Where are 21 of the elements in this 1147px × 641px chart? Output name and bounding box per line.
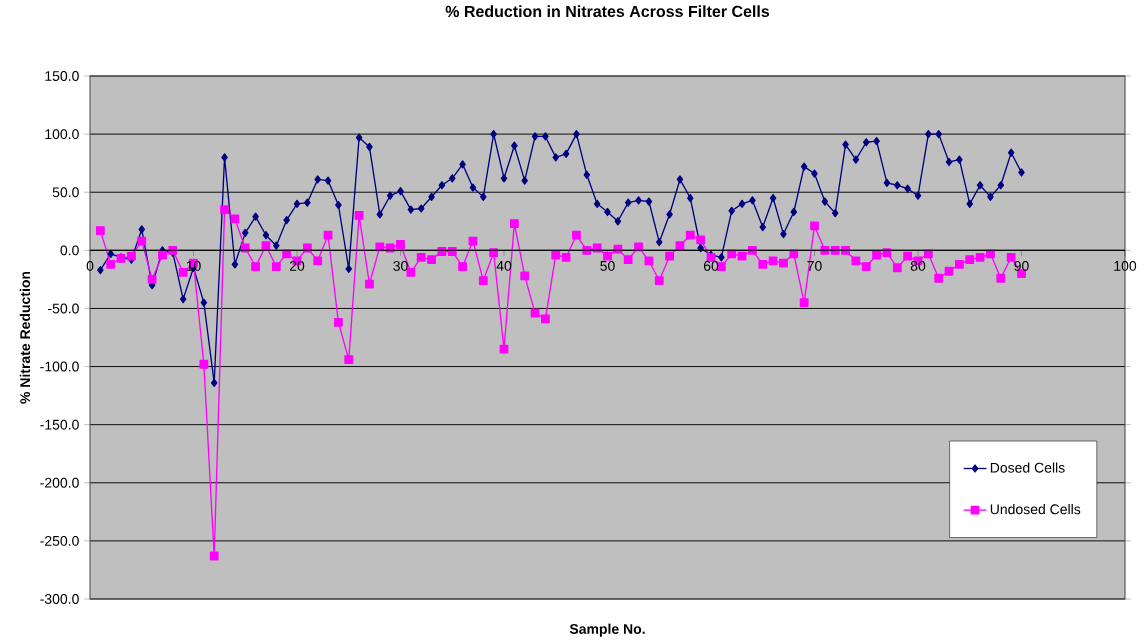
- legend-label: Dosed Cells: [990, 462, 1065, 473]
- x-tick-label: 30: [393, 260, 408, 271]
- x-tick-label: 100: [1114, 260, 1137, 271]
- y-tick-label: -300.0: [40, 593, 79, 604]
- x-axis-title: Sample No.: [569, 623, 645, 637]
- x-tick-label: 0: [86, 260, 94, 271]
- legend-label: Undosed Cells: [990, 503, 1081, 515]
- y-tick-label: 50.0: [52, 187, 79, 198]
- y-axis-title: % Nitrate Reduction: [19, 271, 31, 404]
- y-tick-label: 0.0: [60, 245, 79, 256]
- chart-title: % Reduction in Nitrates Across Filter Cells: [445, 5, 770, 17]
- y-tick-label: -150.0: [40, 419, 79, 430]
- y-tick-label: -100.0: [40, 361, 79, 372]
- x-tick-label: 50: [600, 260, 615, 271]
- x-tick-label: 20: [289, 260, 305, 271]
- y-tick-label: -50.0: [48, 303, 79, 314]
- x-tick-label: 80: [910, 260, 926, 271]
- y-tick-label: -250.0: [40, 535, 79, 546]
- y-tick-label: 100.0: [45, 129, 79, 139]
- y-tick-label: -200.0: [40, 477, 79, 488]
- y-tick-label: 150.0: [45, 70, 79, 81]
